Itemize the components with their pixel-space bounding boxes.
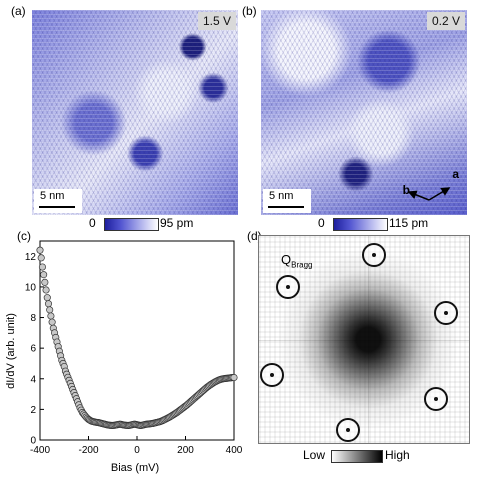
spectrum-axes: -400 -200 0 200 400 0 2 4 6 8 10 12: [25, 240, 243, 456]
scale-bar-line-b: [268, 206, 304, 208]
spectrum-point: [42, 286, 50, 294]
lattice-vector-b-label: b: [402, 183, 410, 197]
spectrum-point: [47, 312, 55, 320]
panel-c-label: (c): [17, 229, 31, 243]
bragg-peak-lower-left: [260, 363, 284, 387]
x-tick-label: 400: [226, 445, 243, 456]
spectrum-points: [36, 246, 238, 430]
lattice-vector-a-arrow: [428, 187, 451, 201]
fft-horizontal-streak: [259, 339, 469, 341]
bragg-peak-top: [362, 243, 386, 267]
bragg-peak-upper-left: [276, 275, 300, 299]
colorbar-min-a: 0: [89, 216, 96, 230]
fft-vertical-streak: [368, 236, 370, 443]
voltage-tag-a: 1.5 V: [197, 12, 236, 30]
scale-bar-box-a: 5 nm: [34, 189, 82, 213]
scale-bar-line-a: [39, 206, 75, 208]
scale-bar-text-b: 5 nm: [269, 190, 294, 202]
fft-colorbar: [331, 450, 383, 463]
spectrum-xlabel: Bias (mV): [111, 462, 159, 474]
colorbar-a: [104, 218, 159, 231]
stm-image-a: 1.5 V 5 nm: [32, 10, 238, 215]
spectrum-point: [40, 271, 48, 279]
y-tick-label: 12: [25, 252, 37, 263]
fft-colorbar-low: Low: [303, 448, 326, 462]
panel-b-label: (b): [242, 4, 257, 18]
y-tick-label: 8: [30, 313, 36, 324]
y-tick-label: 10: [25, 282, 37, 293]
spectrum-ylabel: dI/dV (arb. unit): [5, 313, 17, 389]
spectrum-frame: [39, 240, 235, 441]
x-tick-label: 0: [134, 445, 140, 456]
panel-a-label: (a): [11, 4, 26, 18]
lattice-vector-b-arrow: [407, 190, 430, 201]
y-tick-label: 0: [30, 436, 36, 447]
colorbar-max-b: 115 pm: [389, 216, 429, 230]
x-tick-label: -400: [30, 445, 50, 456]
y-tick-label: 4: [30, 374, 36, 385]
lattice-vector-a-label: a: [452, 167, 459, 181]
spectrum-point: [41, 278, 49, 286]
spectrum-point: [36, 246, 44, 254]
scale-bar-box-b: 5 nm: [263, 189, 311, 213]
y-tick-label: 2: [30, 405, 36, 416]
colorbar-max-a: 95 pm: [160, 216, 194, 230]
y-tick-label: 6: [30, 344, 36, 355]
spectrum-point: [230, 373, 238, 382]
bragg-peak-bottom: [336, 418, 360, 442]
stm-image-b: 0.2 V 5 nm a b: [261, 10, 467, 215]
fft-image: QBragg: [258, 235, 470, 444]
fft-colorbar-high: High: [385, 448, 410, 462]
x-tick-label: 200: [177, 445, 194, 456]
q-bragg-sub: Bragg: [291, 260, 313, 270]
q-bragg-label: QBragg: [281, 252, 312, 270]
spectrum-point: [38, 263, 46, 271]
lattice-vector-arrows: [407, 187, 451, 201]
dIdV-spectrum-chart: -400 -200 0 200 400 0 2 4 6 8 10 12 Bias (mV) dI/dV…: [5, 240, 243, 474]
spectrum-point: [44, 300, 53, 308]
bragg-peak-upper-right: [434, 301, 458, 325]
x-tick-label: -200: [78, 445, 98, 456]
bragg-peak-lower-right: [424, 387, 448, 411]
spectrum-point: [37, 254, 45, 262]
scale-bar-text-a: 5 nm: [40, 190, 65, 202]
spectrum-point: [48, 318, 56, 326]
q-bragg-main: Q: [281, 252, 292, 267]
colorbar-min-b: 0: [318, 216, 325, 230]
spectrum-point: [43, 294, 51, 302]
voltage-tag-b: 0.2 V: [426, 12, 465, 30]
spectrum-point: [46, 306, 54, 314]
colorbar-b: [333, 218, 388, 231]
